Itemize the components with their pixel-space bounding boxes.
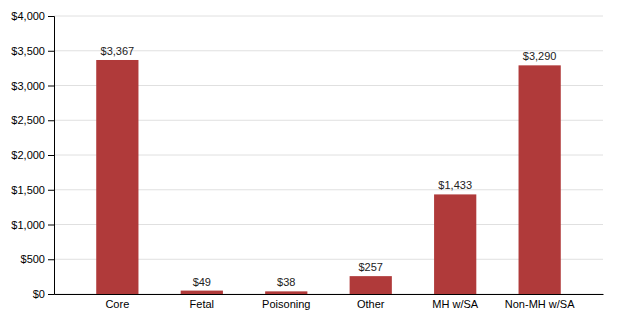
- y-tick-label: $2,500: [11, 114, 45, 126]
- x-tick: Core: [105, 294, 129, 310]
- y-tick-mark: [48, 16, 54, 17]
- x-tick-label: Other: [357, 298, 385, 310]
- x-tick-label: Fetal: [190, 298, 214, 310]
- y-tick-label: $2,000: [11, 149, 45, 161]
- y-tick: $0: [33, 288, 54, 300]
- y-tick: $3,500: [11, 45, 54, 57]
- data-label: $257: [358, 261, 382, 273]
- x-tick: Fetal: [190, 294, 214, 310]
- grid-line: [54, 16, 603, 17]
- y-axis: $0 $500 $1,000 $1,500 $2,000 $2,500 $3,000 $3,5…: [11, 10, 54, 300]
- bar: [96, 60, 138, 294]
- y-tick-label: $1,500: [11, 184, 45, 196]
- x-tick: Poisoning: [262, 294, 310, 310]
- y-tick-mark: [48, 120, 54, 121]
- y-tick: $2,500: [11, 114, 54, 126]
- x-tick: MH w/SA: [432, 294, 479, 310]
- data-label: $3,290: [523, 50, 557, 62]
- x-tick-label: MH w/SA: [432, 298, 479, 310]
- bar: [350, 276, 392, 294]
- data-label: $49: [193, 276, 211, 288]
- y-tick-label: $1,000: [11, 219, 45, 231]
- y-tick-label: $0: [33, 288, 45, 300]
- y-tick: $1,000: [11, 219, 54, 231]
- x-axis: Core Fetal Poisoning Other MH w/SA Non-MH w/S…: [55, 294, 604, 310]
- y-tick-label: $500: [21, 253, 45, 265]
- bar: [181, 291, 223, 294]
- data-label: $1,433: [438, 179, 472, 191]
- x-tick-label: Core: [105, 298, 129, 310]
- x-tick: Other: [357, 294, 385, 310]
- y-tick-mark: [48, 190, 54, 191]
- data-label: $38: [277, 276, 295, 288]
- data-label: $3,367: [101, 45, 135, 57]
- y-tick-label: $3,000: [11, 80, 45, 92]
- x-axis-line: [55, 294, 604, 295]
- bar: [519, 65, 561, 294]
- y-tick-label: $4,000: [11, 10, 45, 22]
- y-tick: $2,000: [11, 149, 54, 161]
- y-tick-mark: [48, 155, 54, 156]
- data-labels: $3,367 $49 $38 $257 $1,433 $3,290: [101, 45, 557, 288]
- y-tick: $3,000: [11, 80, 54, 92]
- y-tick-mark: [48, 86, 54, 87]
- y-axis-line: [48, 17, 55, 295]
- bar: [434, 194, 476, 294]
- y-tick-mark: [48, 294, 54, 295]
- y-tick-mark: [48, 225, 54, 226]
- bars: [96, 60, 561, 294]
- x-tick-label: Poisoning: [262, 298, 310, 310]
- y-tick-mark: [48, 51, 54, 52]
- y-tick-label: $3,500: [11, 45, 45, 57]
- bar: [265, 291, 307, 294]
- grid-line: [54, 50, 603, 51]
- y-tick: $500: [21, 253, 54, 265]
- y-tick: $4,000: [11, 10, 54, 22]
- chart: Core Fetal Poisoning Other MH w/SA Non-MH w/S…: [0, 0, 617, 324]
- plot: Core Fetal Poisoning Other MH w/SA Non-MH w/S…: [11, 10, 603, 310]
- y-tick: $1,500: [11, 184, 54, 196]
- y-tick-mark: [48, 259, 54, 260]
- grid: [54, 16, 603, 294]
- x-tick: Non-MH w/SA: [505, 294, 575, 310]
- x-tick-label: Non-MH w/SA: [505, 298, 575, 310]
